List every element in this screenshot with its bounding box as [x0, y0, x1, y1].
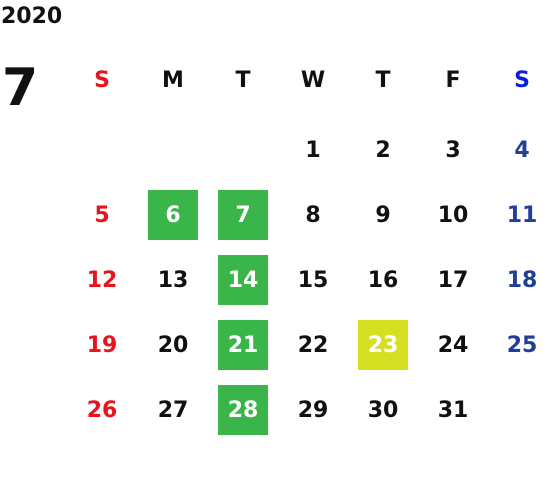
- day-cell[interactable]: 20: [157, 332, 189, 358]
- day-cell[interactable]: 4: [514, 137, 530, 163]
- weekday-header: F: [445, 67, 461, 93]
- day-cell[interactable]: 27: [157, 397, 189, 423]
- day-cell[interactable]: 1: [305, 137, 321, 163]
- day-cell[interactable]: 24: [437, 332, 469, 358]
- day-cell[interactable]: 25: [506, 332, 538, 358]
- day-cell[interactable]: 14: [218, 255, 268, 305]
- day-cell[interactable]: 5: [94, 202, 110, 228]
- day-cell[interactable]: 30: [367, 397, 399, 423]
- day-cell[interactable]: 17: [437, 267, 469, 293]
- day-cell[interactable]: 12: [86, 267, 118, 293]
- day-cell[interactable]: 22: [297, 332, 329, 358]
- day-cell[interactable]: 11: [506, 202, 538, 228]
- weekday-header: T: [235, 67, 251, 93]
- day-cell[interactable]: 26: [86, 397, 118, 423]
- day-cell[interactable]: 31: [437, 397, 469, 423]
- day-cell[interactable]: 10: [437, 202, 469, 228]
- day-cell[interactable]: 6: [148, 190, 198, 240]
- month: 7: [2, 58, 39, 118]
- day-cell[interactable]: 7: [218, 190, 268, 240]
- day-cell[interactable]: 18: [506, 267, 538, 293]
- day-cell[interactable]: 9: [375, 202, 391, 228]
- weekday-header: S: [514, 67, 530, 93]
- day-cell[interactable]: 28: [218, 385, 268, 435]
- day-cell[interactable]: 19: [86, 332, 118, 358]
- weekday-header: M: [162, 67, 184, 93]
- day-cell[interactable]: 3: [445, 137, 461, 163]
- day-cell[interactable]: 13: [157, 267, 189, 293]
- day-cell[interactable]: 15: [297, 267, 329, 293]
- day-cell[interactable]: 8: [305, 202, 321, 228]
- weekday-header: S: [94, 67, 110, 93]
- day-cell[interactable]: 29: [297, 397, 329, 423]
- day-cell[interactable]: 16: [367, 267, 399, 293]
- day-cell[interactable]: 21: [218, 320, 268, 370]
- weekday-header: W: [300, 67, 326, 93]
- weekday-header: T: [375, 67, 391, 93]
- day-cell[interactable]: 23: [358, 320, 408, 370]
- day-cell[interactable]: 2: [375, 137, 391, 163]
- year: 2020: [1, 4, 63, 29]
